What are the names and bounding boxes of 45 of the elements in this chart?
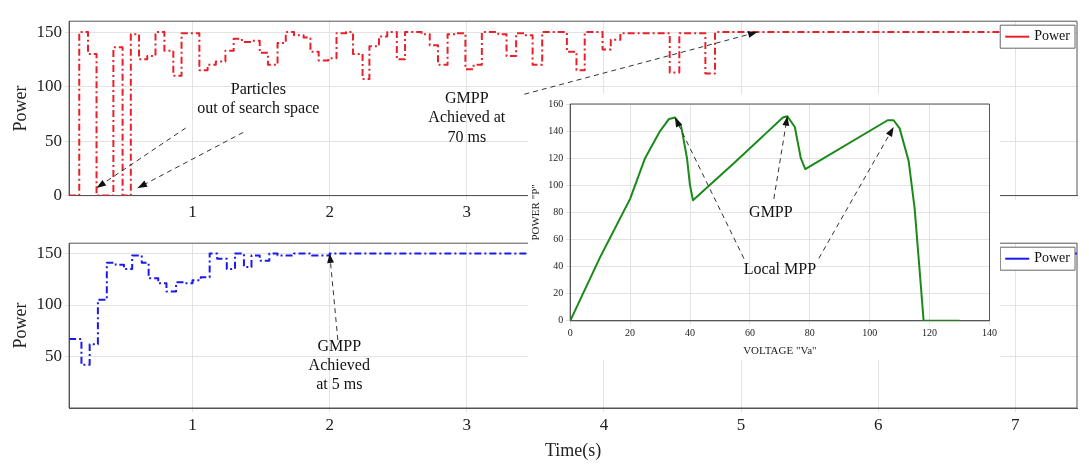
annotation: GMPP [749, 202, 793, 220]
y-tick-label: 50 [45, 345, 63, 365]
y-tick-label: 0 [53, 185, 63, 205]
x-tick-label: 2 [325, 202, 334, 222]
y-tick-label: 100 [36, 294, 63, 314]
x-tick-label: 120 [922, 327, 938, 339]
legend-label: Power [1034, 250, 1071, 266]
x-tick-label: 0 [567, 327, 573, 339]
x-tick-label: 6 [873, 414, 883, 434]
y-tick-label: 50 [45, 130, 63, 150]
annotation: GMPP Achieved at 5 ms [308, 336, 370, 393]
annotation: Local MPP [743, 259, 817, 277]
x-tick-label: 100 [862, 327, 878, 339]
x-tick-label: 1 [188, 414, 197, 434]
x-tick-label: 7 [1011, 414, 1021, 434]
x-tick-label: 3 [462, 414, 472, 434]
y-axis-title: Power [9, 302, 30, 349]
x-tick-label: 1 [188, 202, 197, 222]
x-axis-title: Time(s) [544, 439, 602, 461]
y-axis-title: Power [9, 85, 30, 132]
y-tick-label: 20 [553, 287, 564, 299]
y-tick-label: 40 [553, 260, 564, 272]
annotation: Particles out of search space [197, 80, 320, 118]
x-tick-label: 140 [982, 327, 997, 339]
y-tick-label: 150 [36, 21, 63, 41]
x-tick-label: 3 [462, 202, 472, 222]
legend-label: Power [1034, 28, 1071, 44]
x-tick-label: 4 [599, 414, 609, 434]
x-tick-label: 80 [804, 327, 815, 339]
y-tick-label: 140 [548, 124, 564, 136]
y-axis-title: POWER "P" [529, 184, 542, 241]
y-tick-label: 100 [36, 76, 63, 96]
x-tick-label: 20 [625, 327, 636, 339]
y-tick-label: 0 [558, 314, 564, 326]
y-tick-label: 60 [553, 233, 564, 245]
y-tick-label: 120 [548, 151, 564, 163]
x-tick-label: 5 [736, 414, 746, 434]
annotation: GMPP Achieved at 70 ms [428, 89, 506, 145]
x-tick-label: 40 [685, 327, 695, 339]
x-tick-label: 2 [325, 414, 334, 434]
y-tick-label: 100 [548, 178, 564, 190]
x-axis-title: VOLTAGE "Va" [743, 344, 817, 357]
y-tick-label: 150 [36, 242, 63, 262]
x-tick-label: 60 [744, 327, 755, 339]
y-tick-label: 160 [548, 97, 564, 109]
